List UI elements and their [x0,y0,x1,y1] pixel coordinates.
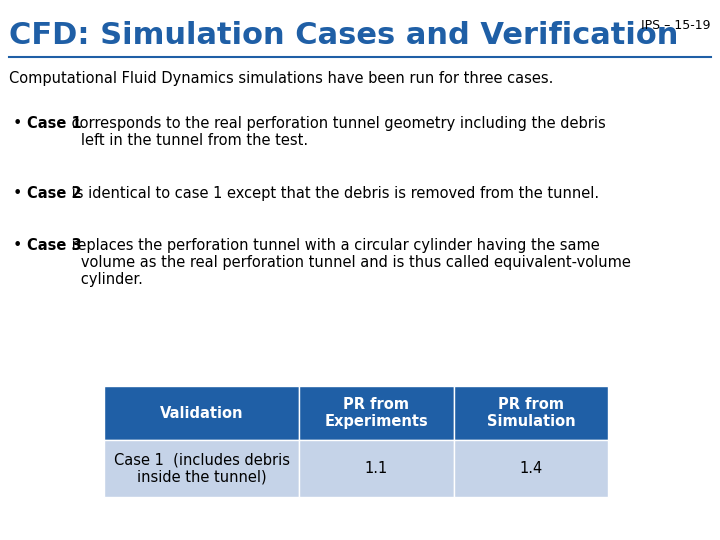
Text: •: • [13,186,22,201]
Text: CFD: Simulation Cases and Verification: CFD: Simulation Cases and Verification [9,21,679,50]
Text: replaces the perforation tunnel with a circular cylinder having the same
   volu: replaces the perforation tunnel with a c… [67,238,631,287]
Text: is identical to case 1 except that the debris is removed from the tunnel.: is identical to case 1 except that the d… [67,186,599,201]
FancyBboxPatch shape [299,386,454,440]
Text: 1.1: 1.1 [364,461,388,476]
Text: Case 1  (includes debris
inside the tunnel): Case 1 (includes debris inside the tunne… [114,453,289,485]
FancyBboxPatch shape [299,440,454,497]
FancyBboxPatch shape [104,440,299,497]
Text: •: • [13,116,22,131]
FancyBboxPatch shape [104,386,299,440]
Text: Computational Fluid Dynamics simulations have been run for three cases.: Computational Fluid Dynamics simulations… [9,71,554,86]
Text: PR from
Experiments: PR from Experiments [324,397,428,429]
Text: corresponds to the real perforation tunnel geometry including the debris
   left: corresponds to the real perforation tunn… [67,116,606,148]
Text: Case 2: Case 2 [27,186,82,201]
Text: Validation: Validation [160,406,243,421]
Text: Case 3: Case 3 [27,238,82,253]
FancyBboxPatch shape [454,386,608,440]
Text: •: • [13,238,22,253]
Text: PR from
Simulation: PR from Simulation [487,397,575,429]
Text: IPS – 15-19: IPS – 15-19 [641,19,711,32]
Text: Case 1: Case 1 [27,116,82,131]
FancyBboxPatch shape [454,440,608,497]
Text: 1.4: 1.4 [519,461,543,476]
